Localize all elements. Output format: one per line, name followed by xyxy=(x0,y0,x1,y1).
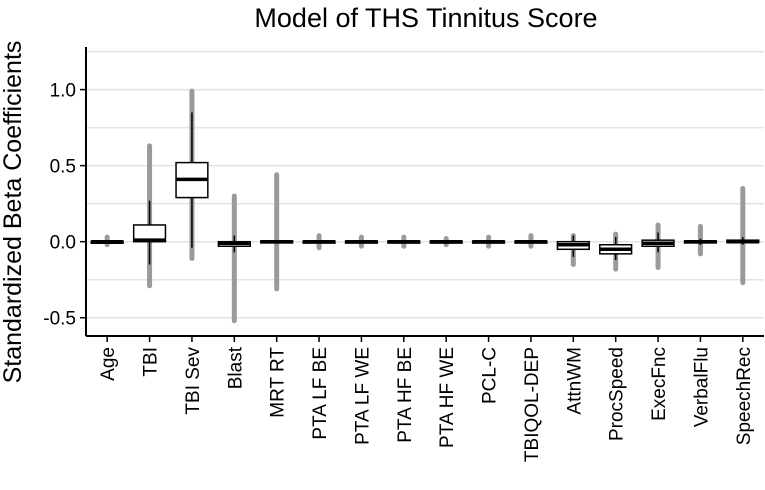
x-tick-label: AttnWM xyxy=(564,347,585,415)
box-age xyxy=(90,239,124,244)
x-tick-label: PTA LF BE xyxy=(310,347,331,440)
x-tick-label: TBI xyxy=(141,347,162,377)
x-tick-label: TBIQOL-DEP xyxy=(522,347,543,462)
box-execfnc xyxy=(641,232,675,253)
x-tick-label: ExecFnc xyxy=(649,347,670,421)
box-tbiqol-dep xyxy=(514,239,548,244)
chart-title: Model of THS Tinnitus Score xyxy=(254,3,597,33)
x-tick-label: SpeechRec xyxy=(734,347,755,445)
box-tbi-sev xyxy=(175,112,209,248)
x-tick-label: ProcSpeed xyxy=(607,347,628,441)
x-tick-label: PTA LF WE xyxy=(352,347,373,445)
x-tick-label: TBI Sev xyxy=(183,347,204,415)
x-tick-label: VerbalFlu xyxy=(691,347,712,427)
box-layer xyxy=(90,112,760,265)
box-pta-lf-we xyxy=(344,239,379,244)
box-pcl-c xyxy=(471,239,506,244)
y-tick-label: 0.5 xyxy=(50,157,76,178)
y-axis-ticks: 1.0 0.5 0.0 -0.5 xyxy=(43,81,86,330)
box-tbi xyxy=(132,200,167,265)
box-pta-lf-be xyxy=(302,239,336,244)
outlier-layer xyxy=(104,88,746,324)
box-pta-hf-be xyxy=(387,239,421,244)
box-procspeed xyxy=(599,237,633,260)
x-tick-label: Blast xyxy=(225,346,246,389)
box-blast xyxy=(217,235,251,253)
x-tick-label: MRT RT xyxy=(268,347,289,418)
x-axis-ticks: Age TBI TBI Sev Blast MRT RT PTA LF BE PTA LF … xyxy=(98,336,755,462)
box-verbalflu xyxy=(683,238,718,245)
y-tick-label: -0.5 xyxy=(43,309,76,330)
box-attnwm xyxy=(556,235,590,257)
y-tick-label: 1.0 xyxy=(50,81,76,102)
x-tick-label: PCL-C xyxy=(480,347,501,404)
box-pta-hf-we xyxy=(429,239,463,244)
box-speechrec xyxy=(726,237,760,245)
x-tick-label: PTA HF BE xyxy=(395,347,416,443)
box-mrt-rt xyxy=(260,239,294,244)
x-tick-label: Age xyxy=(98,347,119,381)
y-tick-label: 0.0 xyxy=(50,233,76,254)
x-tick-label: PTA HF WE xyxy=(437,347,458,448)
y-axis-label: Standardized Beta Coefficients xyxy=(0,41,27,384)
